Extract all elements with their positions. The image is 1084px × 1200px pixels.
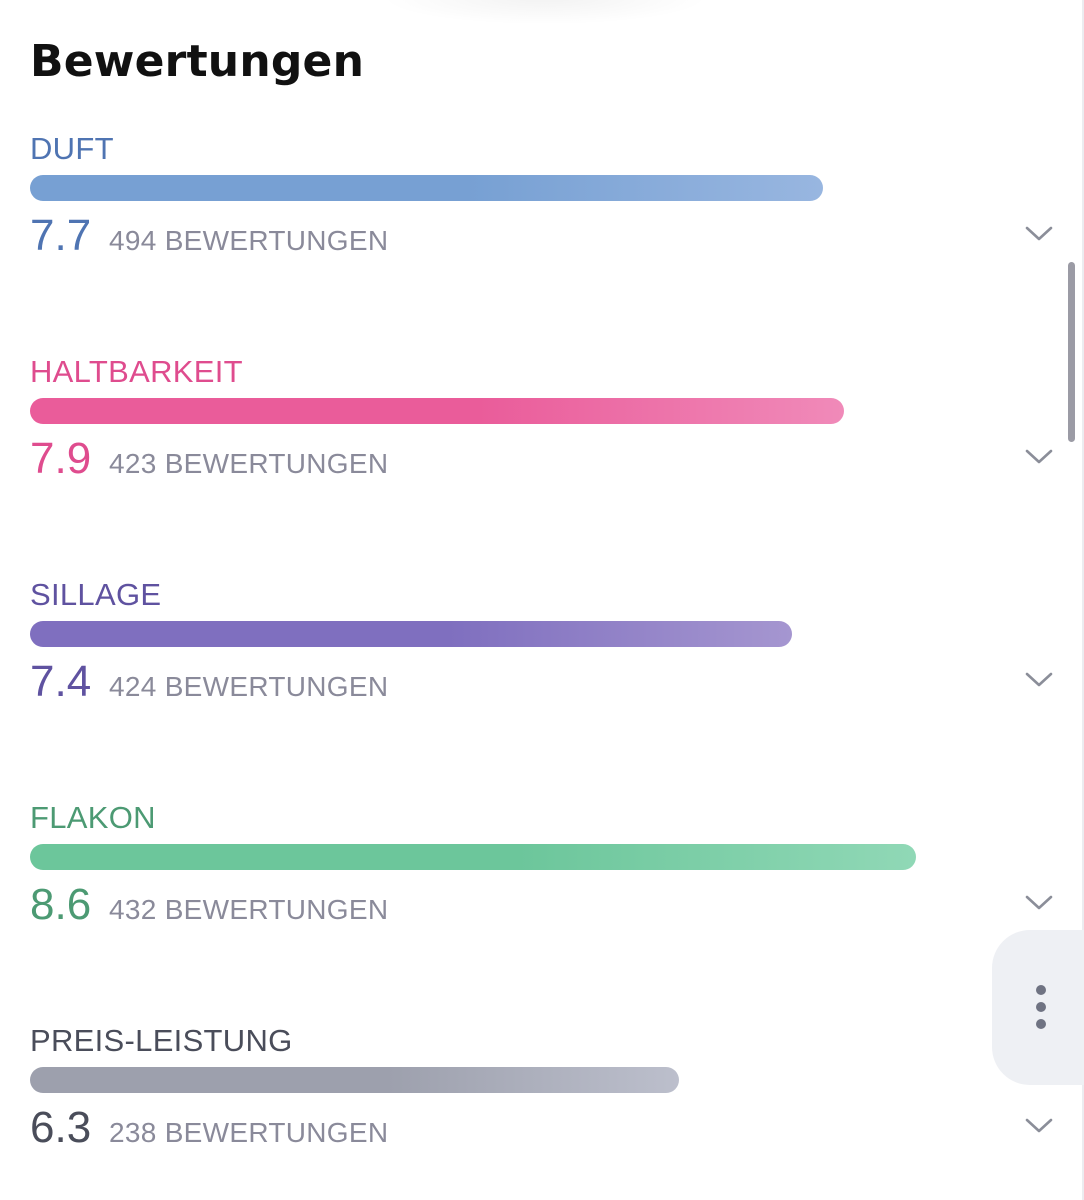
page-title: Bewertungen [30,36,365,87]
rating-score: 7.4 [30,657,92,706]
chevron-down-icon[interactable] [1022,668,1056,690]
chevron-down-icon[interactable] [1022,891,1056,913]
rating-bar-track [30,1067,1060,1093]
rating-bar-fill [30,1067,679,1093]
chevron-down-icon[interactable] [1022,1114,1056,1136]
rating-bar-track [30,621,1060,647]
rating-row-preis-leistung[interactable]: PREIS-LEISTUNG 6.3 238 BEWERTUNGEN [0,1023,1060,1163]
rating-score: 7.9 [30,434,92,483]
rating-bar-fill [30,398,844,424]
rating-label: PREIS-LEISTUNG [30,1023,293,1058]
rating-score: 6.3 [30,1103,92,1152]
rating-bar-track [30,175,1060,201]
rating-bar-fill [30,844,916,870]
screen-edge [1082,0,1084,1200]
rating-count: 432 BEWERTUNGEN [109,894,389,925]
rating-label: DUFT [30,131,114,166]
rating-row-duft[interactable]: DUFT 7.7 494 BEWERTUNGEN [0,131,1060,271]
rating-count: 424 BEWERTUNGEN [109,671,389,702]
rating-score: 7.7 [30,211,92,260]
rating-count: 238 BEWERTUNGEN [109,1117,389,1148]
scrollbar-thumb[interactable] [1068,262,1075,442]
rating-bar-track [30,398,1060,424]
rating-bar-fill [30,621,793,647]
more-menu-button[interactable] [992,930,1084,1085]
rating-count: 423 BEWERTUNGEN [109,448,389,479]
rating-row-sillage[interactable]: SILLAGE 7.4 424 BEWERTUNGEN [0,577,1060,717]
rating-bar-fill [30,175,824,201]
chevron-down-icon[interactable] [1022,222,1056,244]
rating-count: 494 BEWERTUNGEN [109,225,389,256]
chevron-down-icon[interactable] [1022,445,1056,467]
top-shadow [380,0,710,25]
rating-label: FLAKON [30,800,156,835]
rating-row-flakon[interactable]: FLAKON 8.6 432 BEWERTUNGEN [0,800,1060,940]
rating-bar-track [30,844,1060,870]
rating-label: SILLAGE [30,577,162,612]
rating-row-haltbarkeit[interactable]: HALTBARKEIT 7.9 423 BEWERTUNGEN [0,354,1060,494]
rating-label: HALTBARKEIT [30,354,243,389]
rating-score: 8.6 [30,880,92,929]
